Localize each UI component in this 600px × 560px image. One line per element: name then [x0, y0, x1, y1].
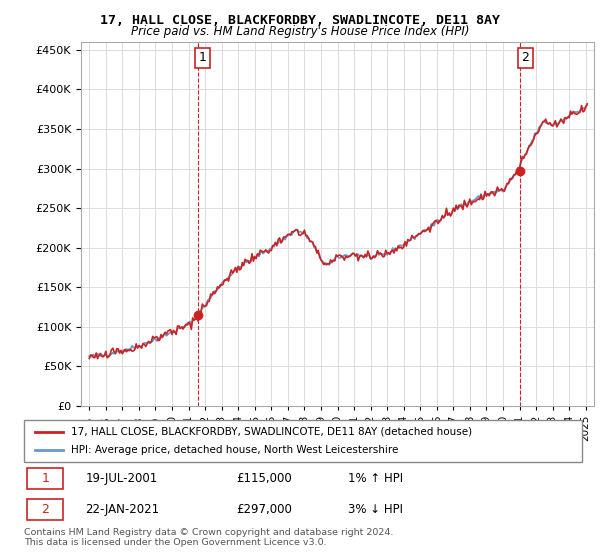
Text: 22-JAN-2021: 22-JAN-2021: [85, 503, 160, 516]
Text: 2: 2: [41, 503, 49, 516]
Text: £115,000: £115,000: [236, 473, 292, 486]
Text: £297,000: £297,000: [236, 503, 292, 516]
Text: 1: 1: [199, 52, 206, 64]
Text: 17, HALL CLOSE, BLACKFORDBY, SWADLINCOTE, DE11 8AY (detached house): 17, HALL CLOSE, BLACKFORDBY, SWADLINCOTE…: [71, 427, 473, 437]
Text: 17, HALL CLOSE, BLACKFORDBY, SWADLINCOTE, DE11 8AY: 17, HALL CLOSE, BLACKFORDBY, SWADLINCOTE…: [100, 14, 500, 27]
FancyBboxPatch shape: [27, 468, 63, 489]
FancyBboxPatch shape: [24, 420, 582, 462]
Text: Contains HM Land Registry data © Crown copyright and database right 2024.
This d: Contains HM Land Registry data © Crown c…: [24, 528, 394, 547]
Text: 19-JUL-2001: 19-JUL-2001: [85, 473, 158, 486]
Text: 3% ↓ HPI: 3% ↓ HPI: [347, 503, 403, 516]
Text: 2: 2: [521, 52, 529, 64]
FancyBboxPatch shape: [27, 499, 63, 520]
Text: Price paid vs. HM Land Registry's House Price Index (HPI): Price paid vs. HM Land Registry's House …: [131, 25, 469, 38]
Text: HPI: Average price, detached house, North West Leicestershire: HPI: Average price, detached house, Nort…: [71, 445, 399, 455]
Text: 1% ↑ HPI: 1% ↑ HPI: [347, 473, 403, 486]
Text: 1: 1: [41, 473, 49, 486]
